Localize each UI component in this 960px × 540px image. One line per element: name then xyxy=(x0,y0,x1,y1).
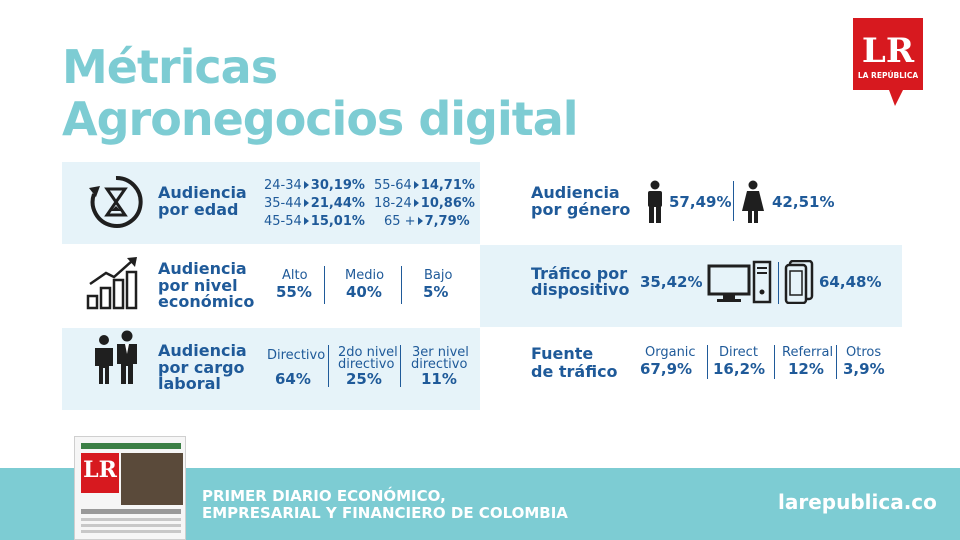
male-icon xyxy=(648,180,662,223)
device-label-line2: dispositivo xyxy=(531,280,630,299)
age-row-2: 35-44 21,44% xyxy=(264,196,365,211)
female-icon xyxy=(742,180,764,223)
economic-label-line1: Audiencia xyxy=(158,259,247,278)
traffic-name-organic: Organic xyxy=(645,345,696,360)
footer-website-link[interactable]: larepublica.co xyxy=(778,490,937,514)
age-row-3: 45-54 15,01% xyxy=(264,214,365,229)
traffic-value-direct: 16,2% xyxy=(713,360,766,378)
traffic-value-organic: 67,9% xyxy=(640,360,693,378)
traffic-value-otros: 3,9% xyxy=(843,360,885,378)
job-divider-2 xyxy=(400,345,401,387)
male-percent: 57,49% xyxy=(669,193,732,211)
device-divider xyxy=(778,262,779,304)
job-value-2do: 25% xyxy=(346,370,382,388)
page-title-line1: Métricas xyxy=(62,40,278,94)
gender-label-line2: por género xyxy=(531,200,631,219)
economic-label-line3: económico xyxy=(158,292,255,311)
growth-chart-icon xyxy=(86,257,138,310)
job-label-line1: Audiencia xyxy=(158,341,247,360)
newspaper-logo: LR xyxy=(81,453,119,493)
logo-letters: LR xyxy=(862,31,915,71)
age-row-1b: 55-64 14,71% xyxy=(374,178,475,193)
economic-divider-2 xyxy=(401,266,402,304)
device-label-line1: Tráfico por xyxy=(531,264,628,283)
age-label-line2: por edad xyxy=(158,200,239,219)
age-row-1: 24-34 30,19% xyxy=(264,178,365,193)
newspaper-cover-image: LR xyxy=(74,436,186,540)
footer-slogan-line1: PRIMER DIARIO ECONÓMICO, xyxy=(202,487,446,505)
traffic-label-line2: de tráfico xyxy=(531,362,618,381)
mobile-devices-icon xyxy=(784,260,814,304)
mobile-percent: 64,48% xyxy=(819,273,882,291)
economic-label-line2: por nivel xyxy=(158,276,238,295)
economic-name-alto: Alto xyxy=(282,268,308,283)
job-name-3er-line1: 3er nivel xyxy=(412,345,469,360)
economic-value-medio: 40% xyxy=(346,283,382,301)
la-republica-logo[interactable]: LR LA REPÚBLICA xyxy=(853,18,923,106)
desktop-percent: 35,42% xyxy=(640,273,703,291)
desktop-computer-icon xyxy=(707,260,772,304)
job-value-directivo: 64% xyxy=(275,370,311,388)
job-label-line2: por cargo xyxy=(158,358,245,377)
traffic-divider-1 xyxy=(707,345,708,379)
job-name-3er-line2: directivo xyxy=(411,357,468,372)
economic-divider-1 xyxy=(324,266,325,304)
age-row-2b: 18-24 10,86% xyxy=(374,196,475,211)
female-percent: 42,51% xyxy=(772,193,835,211)
economic-name-bajo: Bajo xyxy=(424,268,453,283)
business-people-icon xyxy=(95,330,137,384)
traffic-label-line1: Fuente xyxy=(531,344,594,363)
gender-divider xyxy=(733,181,734,221)
gender-label-line1: Audiencia xyxy=(531,183,620,202)
job-divider-1 xyxy=(328,345,329,387)
traffic-value-referral: 12% xyxy=(788,360,824,378)
economic-value-bajo: 5% xyxy=(423,283,449,301)
clock-hourglass-icon xyxy=(89,175,143,228)
traffic-name-referral: Referral xyxy=(782,345,834,360)
traffic-divider-2 xyxy=(774,345,775,379)
traffic-name-otros: Otros xyxy=(846,345,882,360)
traffic-divider-3 xyxy=(836,345,837,379)
economic-value-alto: 55% xyxy=(276,283,312,301)
job-label-line3: laboral xyxy=(158,374,221,393)
footer-slogan: PRIMER DIARIO ECONÓMICO, EMPRESARIAL Y F… xyxy=(202,488,568,522)
footer-slogan-line2: EMPRESARIAL Y FINANCIERO DE COLOMBIA xyxy=(202,504,568,522)
device-band xyxy=(480,245,902,327)
economic-name-medio: Medio xyxy=(345,268,385,283)
job-name-directivo: Directivo xyxy=(267,348,326,363)
logo-tagline: LA REPÚBLICA xyxy=(858,71,918,80)
job-name-2do-line1: 2do nivel xyxy=(338,345,398,360)
traffic-name-direct: Direct xyxy=(719,345,758,360)
age-band xyxy=(62,162,480,244)
page-title-line2: Agronegocios digital xyxy=(62,92,579,146)
age-label-line1: Audiencia xyxy=(158,183,247,202)
job-value-3er: 11% xyxy=(421,370,457,388)
age-row-3b: 65 +7,79% xyxy=(384,214,470,229)
job-name-2do-line2: directivo xyxy=(338,357,395,372)
